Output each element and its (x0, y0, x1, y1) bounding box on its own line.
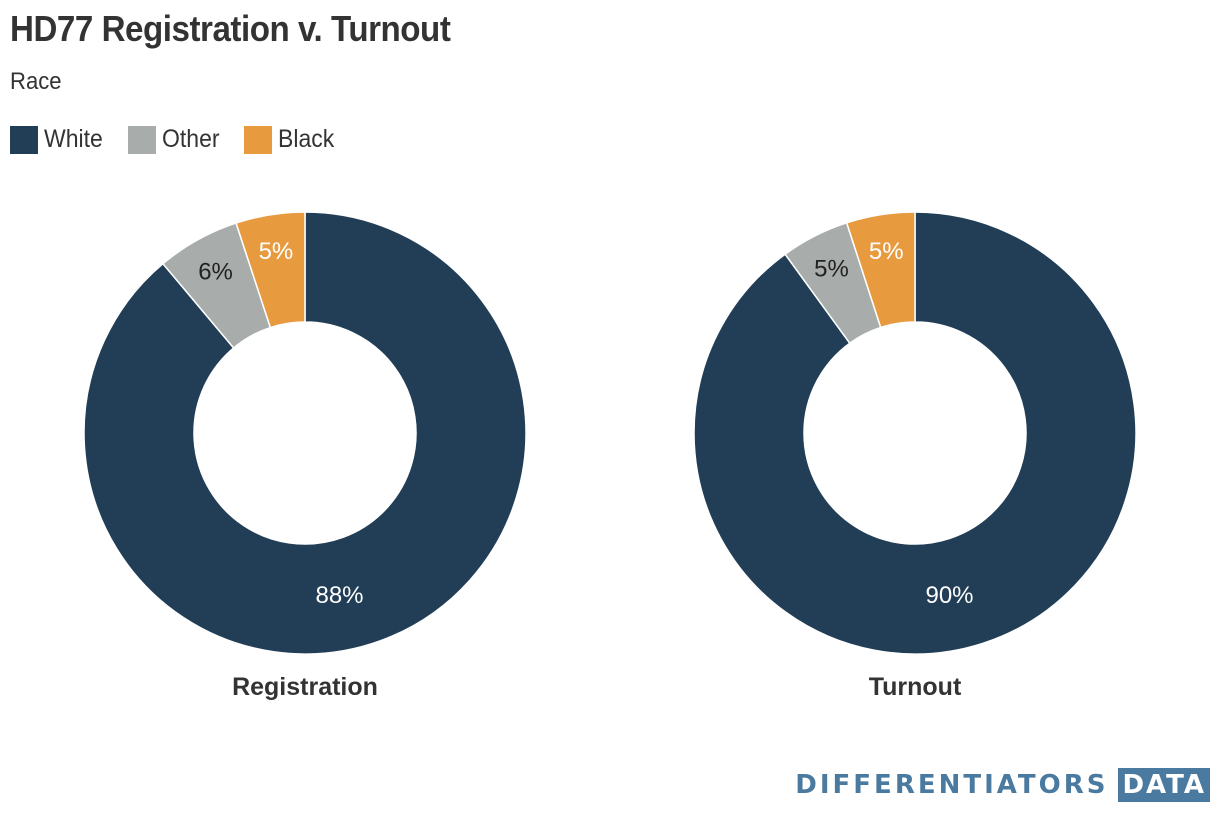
legend: White Other Black (10, 125, 360, 154)
data-label-turnout-other: 5% (814, 256, 849, 283)
brand-text: DIFFERENTIATORS (795, 770, 1109, 800)
brand-box: DATA (1118, 768, 1210, 802)
legend-swatch-white (10, 125, 38, 154)
chart-caption-turnout: Turnout (869, 673, 962, 701)
legend-item-black[interactable]: Black (244, 125, 339, 154)
slice-registration-white[interactable] (83, 211, 527, 655)
chart-subtitle: Race (10, 68, 62, 95)
legend-swatch-black (244, 125, 273, 154)
data-label-registration-other: 6% (198, 259, 233, 286)
legend-swatch-other (127, 125, 156, 154)
slice-turnout-white[interactable] (693, 211, 1137, 655)
legend-item-other[interactable]: Other (127, 125, 225, 154)
data-label-turnout-black: 5% (869, 238, 904, 265)
data-label-registration-black: 5% (259, 238, 294, 265)
legend-label-other: Other (161, 125, 220, 153)
legend-label-black: Black (278, 125, 335, 153)
data-label-turnout-white: 90% (925, 582, 973, 609)
chart-title: HD77 Registration v. Turnout (10, 8, 451, 49)
legend-item-white[interactable]: White (10, 125, 108, 154)
slice-turnout-black[interactable] (845, 211, 916, 329)
data-label-registration-white: 88% (315, 582, 363, 609)
chart-caption-registration: Registration (232, 673, 378, 701)
donut-chart-registration: 88% 6% 5% Registration (83, 211, 527, 701)
brand-logo: DIFFERENTIATORS DATA (795, 768, 1210, 802)
donut-chart-turnout: 90% 5% 5% Turnout (693, 211, 1137, 701)
slice-registration-black[interactable] (235, 211, 306, 329)
legend-label-white: White (44, 125, 103, 153)
